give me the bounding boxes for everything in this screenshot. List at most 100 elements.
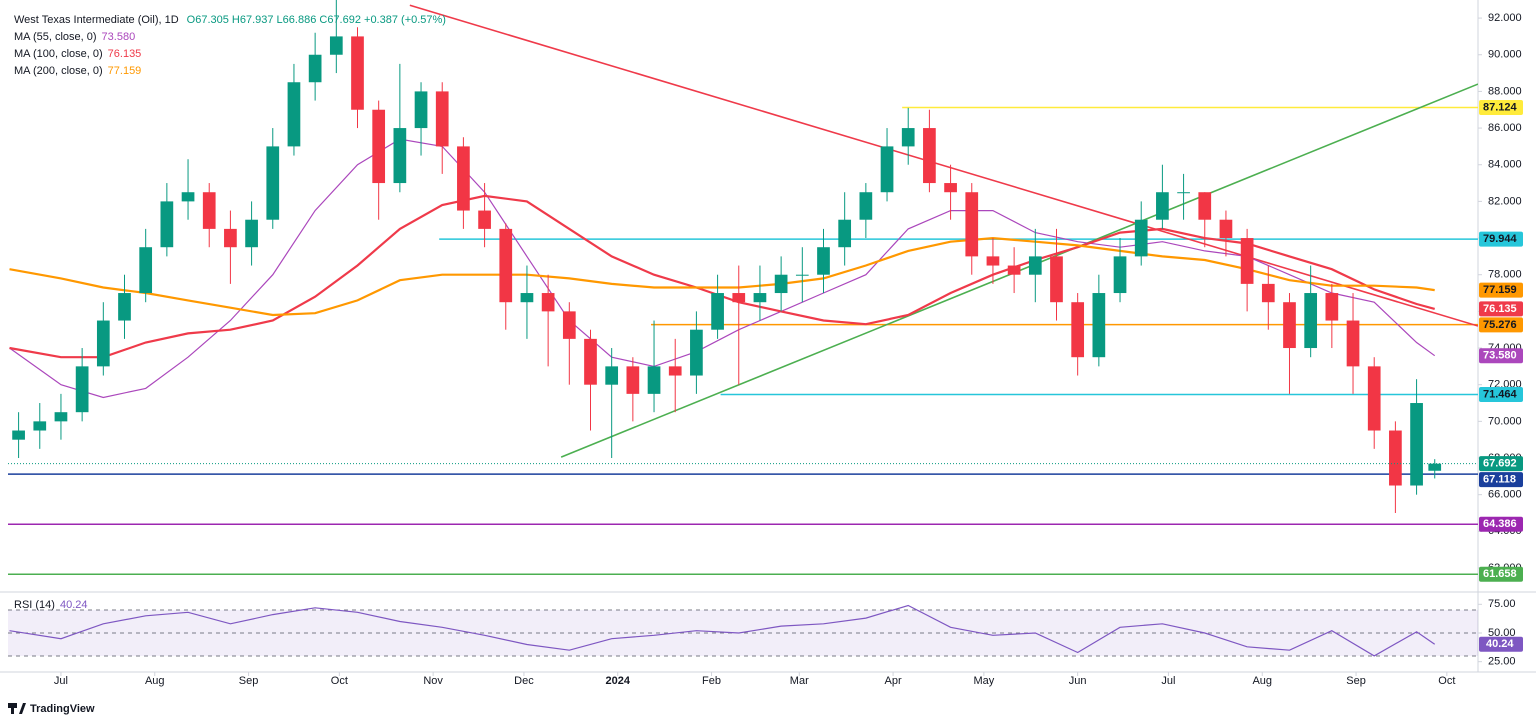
x-tick-label: Mar [790,675,809,687]
candle-body [287,82,301,147]
candle-body [668,366,682,376]
y-tick-label: 78.000 [1488,269,1522,281]
candle-body [880,146,894,193]
candle-body [817,247,830,275]
price-label: 87.124 [1483,101,1518,113]
x-tick-label: 2024 [605,675,630,687]
rsi-tick-label: 25.00 [1488,656,1516,668]
candle-body [457,146,470,211]
price-label-bg [1479,387,1523,403]
candle-body [351,36,364,110]
candle-body [562,311,576,339]
legend-value: 76.135 [108,48,142,60]
candle-body [181,192,195,202]
candle-body [54,412,68,422]
price-label-bg [1479,99,1523,115]
candle-body [1410,403,1423,486]
x-tick-label: May [973,675,994,687]
legend-name: MA (100, close, 0) [14,48,103,60]
candle-body [308,54,322,83]
candle-body [584,338,597,385]
rsi-price-label: 40.24 [1486,638,1514,650]
x-tick-label: Sep [239,675,259,687]
brand-name: TradingView [30,703,95,715]
candle-body [1240,238,1254,284]
rsi-tick-label: 75.00 [1488,598,1516,610]
x-tick-label: Sep [1346,675,1366,687]
candle-body [245,219,258,248]
price-label-bg [1479,516,1523,532]
x-tick-label: Aug [1252,675,1272,687]
candle-body [96,320,110,367]
price-label: 75.276 [1483,319,1517,331]
candle-body [478,210,491,229]
candle-body [647,366,661,394]
y-tick-label: 70.000 [1488,415,1522,427]
x-tick-label: Jul [54,675,68,687]
price-label: 71.464 [1483,388,1518,400]
price-label-bg [1479,348,1523,364]
rsi-price-label-bg [1479,636,1523,652]
candle-body [520,293,534,303]
price-label: 61.658 [1483,568,1517,580]
candle-body [901,128,915,147]
candle-body [435,91,449,147]
candle-body [139,247,153,294]
candle-body [1050,256,1063,303]
candle-body [1198,192,1212,220]
candle-body [1028,256,1042,275]
y-tick-label: 66.000 [1488,489,1522,501]
candle-body [838,219,852,248]
legend-value: 77.159 [108,65,142,77]
price-label: 67.118 [1483,474,1516,486]
price-label: 67.692 [1483,458,1517,470]
x-tick-label: Jun [1069,675,1087,687]
brand-logo [8,703,26,714]
y-tick-label: 92.000 [1488,12,1522,24]
candle-body [393,128,407,184]
price-label-bg [1479,301,1523,317]
candle-body [1156,192,1169,220]
candle-body [499,228,513,303]
price-label-bg [1479,282,1523,298]
candle-body [202,192,216,229]
ohlc-values: O67.305 H67.937 L66.886 C67.692 +0.387 (… [187,14,446,26]
candle-body [75,366,89,413]
price-label-bg [1479,317,1523,333]
price-label-bg [1479,231,1523,247]
x-tick-label: Dec [514,675,534,687]
candle-body [414,91,428,129]
candle-body [1346,320,1360,367]
candle-body [732,293,746,303]
y-tick-label: 90.000 [1488,49,1522,61]
y-tick-label: 88.000 [1488,85,1522,97]
y-tick-label: 86.000 [1488,122,1522,134]
x-tick-label: Oct [1438,675,1455,687]
candle-body [1261,283,1275,303]
price-label: 79.944 [1483,233,1518,245]
x-tick-label: Aug [145,675,165,687]
candle-body [266,146,280,220]
rsi-tick-label: 50.00 [1488,627,1516,639]
candle-body [944,183,957,193]
candle-body [1134,219,1148,257]
candle-body [224,228,237,248]
candle-body [1177,192,1190,194]
candle-body [1007,265,1021,275]
candle-body [774,274,788,294]
price-label: 73.580 [1483,350,1517,362]
candle-body [372,109,386,184]
symbol-title: West Texas Intermediate (Oil), 1D [14,14,179,26]
candle-body [923,128,936,184]
candle-body [12,430,25,440]
legend-name: MA (200, close, 0) [14,65,103,77]
candle-body [605,366,619,385]
x-tick-label: Nov [423,675,443,687]
price-label-bg [1479,566,1523,582]
rsi-line [9,604,1436,657]
x-tick-label: Jul [1161,675,1175,687]
candle-body [711,293,724,330]
candle-body [1367,366,1381,431]
